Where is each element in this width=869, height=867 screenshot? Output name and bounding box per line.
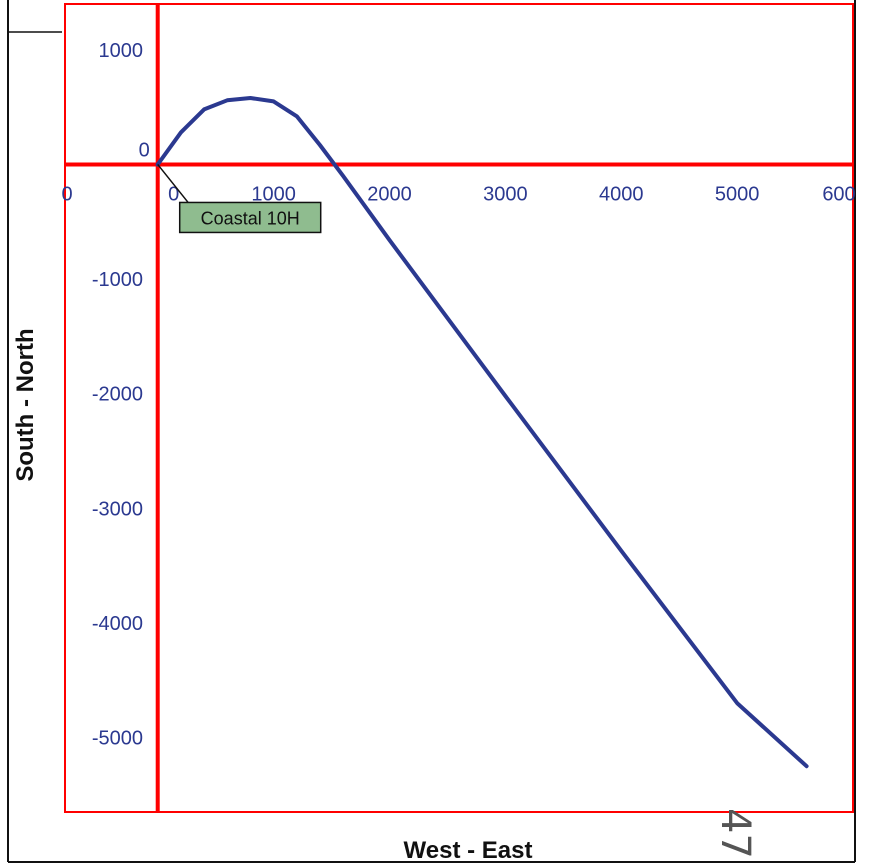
x-tick-label: 2000 [367, 183, 412, 205]
y-tick-label: 0 [139, 139, 150, 161]
y-tick-labels: 1000 0 -1000 -2000 -3000 -4000 -5000 [92, 40, 150, 750]
annotation-leader-line [157, 163, 191, 205]
x-tick-label: 0 [61, 183, 72, 205]
x-tick-label: 0 [168, 183, 179, 205]
y-tick-label: 1000 [99, 40, 144, 62]
x-tick-label: 600 [822, 183, 855, 205]
annotation-label: Coastal 10H [201, 208, 300, 228]
x-tick-label: 3000 [483, 183, 528, 205]
y-tick-label: -1000 [92, 269, 143, 291]
annotation-box [178, 201, 322, 234]
y-axis-title: South - North [12, 328, 39, 481]
x-axis-title: West - East [404, 837, 533, 864]
x-tick-label: 1000 [251, 183, 296, 205]
x-tick-labels: 0 0 1000 2000 3000 4000 5000 600 [61, 183, 855, 205]
annotation: Coastal 10H [157, 163, 322, 234]
y-tick-label: -2000 [92, 384, 143, 406]
x-tick-label: 5000 [715, 183, 760, 205]
y-tick-label: -5000 [92, 728, 143, 750]
y-tick-label: -4000 [92, 613, 143, 635]
plot-area-border [64, 3, 854, 813]
page-number: 47 [712, 808, 758, 859]
x-tick-label: 4000 [599, 183, 644, 205]
y-tick-label: -3000 [92, 498, 143, 520]
series-line [155, 96, 809, 769]
